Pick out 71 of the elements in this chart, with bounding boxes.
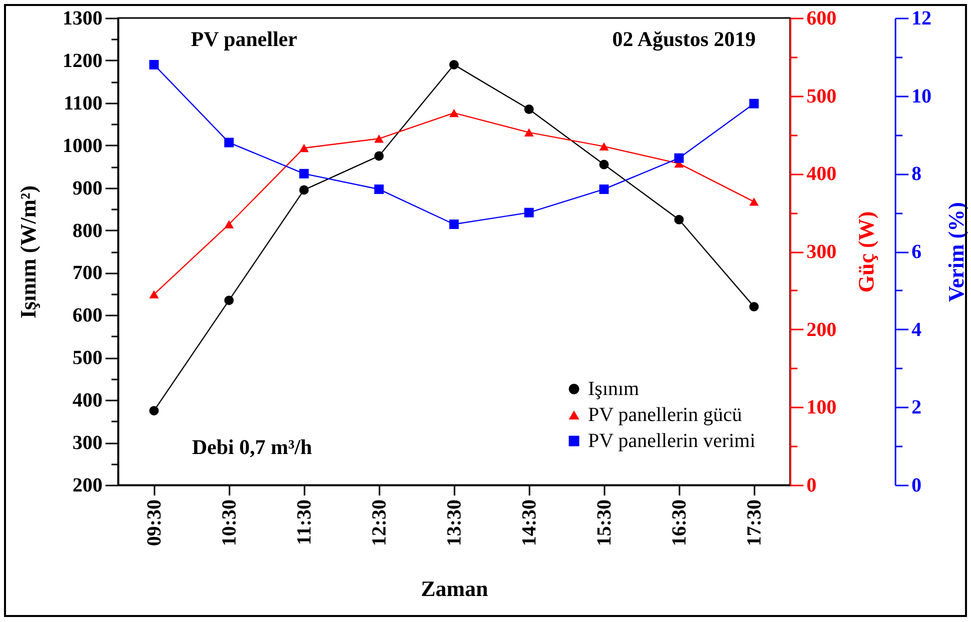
y3-tick-label: 2 (912, 396, 922, 419)
x-tick-label: 12:30 (368, 500, 390, 546)
y-tick-label: 200 (72, 474, 102, 496)
y3-tick-label: 8 (912, 163, 922, 186)
legend-label: Işınım (588, 378, 640, 400)
point (524, 208, 534, 218)
y-tick-label: 700 (72, 262, 102, 284)
point (674, 214, 684, 224)
point (374, 134, 384, 143)
point (599, 184, 609, 194)
point (224, 138, 234, 148)
y2-tick-label: 400 (806, 163, 836, 186)
y-tick-label: 800 (72, 220, 102, 242)
legend-label: PV panellerin gücü (588, 404, 742, 426)
annotation: 02 Ağustos 2019 (612, 27, 756, 51)
y2-tick-label: 200 (806, 318, 836, 341)
x-tick-label: 13:30 (444, 500, 466, 546)
point (674, 153, 684, 163)
y2-tick-label: 100 (806, 396, 836, 419)
x-tick-label: 10:30 (218, 500, 240, 546)
point (449, 220, 459, 229)
point (149, 290, 159, 298)
point (149, 60, 159, 70)
point (299, 144, 309, 152)
point (749, 98, 759, 108)
point (299, 185, 309, 195)
y-tick-label: 1100 (64, 92, 102, 114)
x-tick-label: 17:30 (744, 500, 766, 546)
legend-label: PV panellerin verimi (588, 430, 756, 452)
y2-axis-title: Güç (W) (854, 211, 878, 293)
y2-tick-label: 300 (806, 241, 836, 263)
x-tick-label: 09:30 (144, 500, 166, 546)
point (449, 108, 459, 118)
x-tick-label: 14:30 (518, 500, 540, 546)
y-tick-label: 1200 (62, 50, 102, 72)
y-tick-label: 500 (72, 347, 102, 370)
x-axis-title: Zaman (420, 576, 488, 602)
point (299, 168, 309, 178)
point (524, 128, 534, 137)
y-axis-title: Işınım (W/m²) (16, 185, 40, 319)
point (149, 406, 159, 416)
point (599, 142, 609, 151)
x-tick-label: 11:30 (294, 500, 316, 546)
y3-tick-label: 10 (912, 85, 932, 108)
y-tick-label: 400 (72, 390, 102, 412)
x-tick-label: 16:30 (668, 500, 690, 546)
y-tick-label: 600 (72, 304, 102, 327)
y3-axis-title: Verim (%) (944, 202, 968, 302)
y-tick-label: 1000 (62, 134, 102, 157)
point (749, 302, 759, 312)
y-tick-label: 1300 (62, 8, 102, 30)
y3-tick-label: 0 (912, 474, 922, 496)
point (374, 184, 384, 194)
y2-tick-label: 0 (806, 474, 816, 496)
point (749, 198, 759, 206)
y-tick-label: 300 (72, 432, 102, 454)
point (224, 220, 234, 228)
point (599, 160, 609, 170)
y2-tick-label: 600 (806, 8, 836, 30)
point (449, 60, 459, 70)
point (224, 296, 234, 306)
annotation: Debi 0,7 m³/h (192, 435, 312, 459)
y-tick-label: 900 (72, 177, 102, 200)
y2-tick-label: 500 (806, 85, 836, 108)
y3-tick-label: 12 (912, 8, 932, 30)
point (374, 151, 384, 161)
x-tick-label: 15:30 (594, 500, 616, 546)
annotation: PV paneller (190, 27, 298, 51)
point (524, 104, 534, 114)
y3-tick-label: 4 (912, 318, 922, 341)
y3-tick-label: 6 (912, 241, 922, 263)
